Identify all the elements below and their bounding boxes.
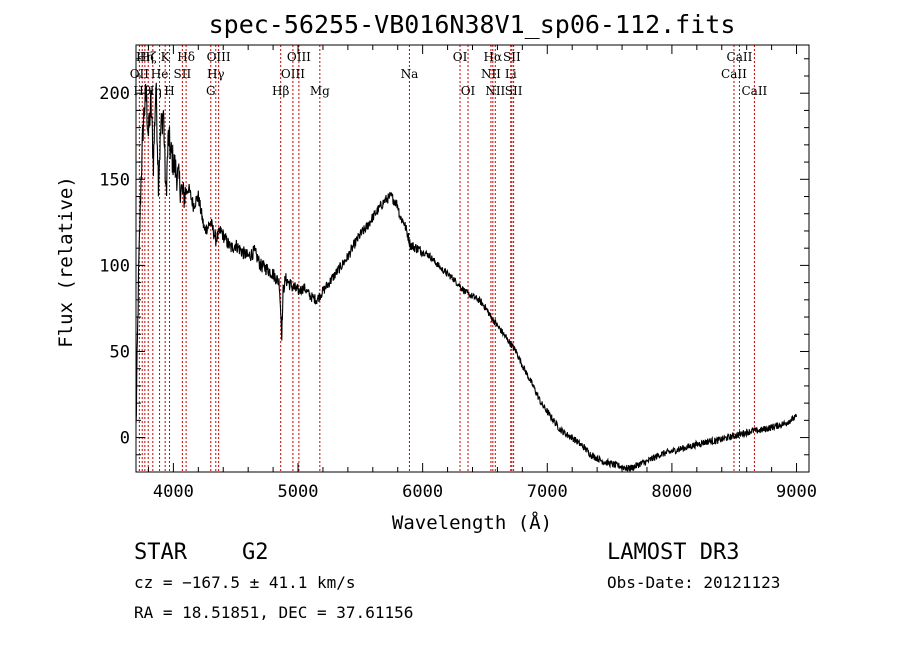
plot-frame <box>135 44 810 473</box>
marker-label: NII <box>485 84 505 98</box>
marker-label: Hα <box>484 50 503 64</box>
marker-label: OII <box>130 67 150 81</box>
marker-label: OIII <box>207 50 231 64</box>
x-axis-label: Wavelength (Å) <box>392 511 552 534</box>
x-tick-label: 9000 <box>776 482 817 502</box>
marker-label: He <box>151 67 169 81</box>
marker-label: OI <box>453 50 468 64</box>
y-axis: 0 50 100 150 200 <box>99 58 809 456</box>
marker-label: Mg <box>310 84 330 98</box>
x-tick-label: 6000 <box>402 482 443 502</box>
line-markers <box>138 45 755 472</box>
object-class: STAR <box>134 540 187 565</box>
marker-label: OIII <box>281 67 305 81</box>
marker-label: SII <box>503 50 521 64</box>
marker-label: CaII <box>721 67 747 81</box>
marker-label: NII <box>481 67 501 81</box>
marker-label: CaII <box>727 50 753 64</box>
redshift-text: cz = −167.5 ± 41.1 km/s <box>134 573 356 592</box>
survey-name: LAMOST DR3 <box>607 540 740 565</box>
chart-title: spec-56255-VB016N38V1_sp06-112.fits <box>209 10 736 39</box>
x-tick-label: 8000 <box>651 482 692 502</box>
y-tick-label: 100 <box>99 256 130 276</box>
y-tick-label: 150 <box>99 170 130 190</box>
x-axis: 4000 5000 6000 7000 8000 9000 <box>147 45 817 502</box>
marker-label: SII <box>174 67 192 81</box>
marker-label: Na <box>401 67 419 81</box>
spectrum-line <box>135 82 798 473</box>
line-marker-labels: OIIHθHηHζHηHeKHSIIHδGHγOIIIHβOIIIOIIIMgN… <box>130 50 768 98</box>
marker-label: H <box>164 84 174 98</box>
marker-label: Hβ <box>272 84 289 98</box>
coordinates: RA = 18.51851, DEC = 37.61156 <box>134 603 414 622</box>
subclass: G2 <box>242 540 269 565</box>
marker-label: Hη <box>144 84 162 98</box>
y-tick-label: 200 <box>99 84 130 104</box>
marker-label: G <box>206 84 216 98</box>
x-tick-label: 4000 <box>153 482 194 502</box>
marker-label: Hδ <box>177 50 195 64</box>
marker-label: K <box>161 50 171 64</box>
marker-label: OI <box>461 84 476 98</box>
marker-label: Hη <box>136 50 154 64</box>
marker-label: Hζ <box>140 50 157 64</box>
x-tick-label: 7000 <box>527 482 568 502</box>
marker-label: OIII <box>287 50 311 64</box>
obs-date: Obs-Date: 20121123 <box>607 573 781 592</box>
x-tick-label: 5000 <box>278 482 319 502</box>
marker-label: SII <box>505 84 523 98</box>
marker-label: Li <box>505 67 517 81</box>
marker-label: CaII <box>741 84 767 98</box>
y-tick-label: 0 <box>120 429 130 449</box>
y-axis-label: Flux (relative) <box>55 176 77 348</box>
marker-label: Hγ <box>207 67 225 81</box>
y-tick-label: 50 <box>110 342 130 362</box>
